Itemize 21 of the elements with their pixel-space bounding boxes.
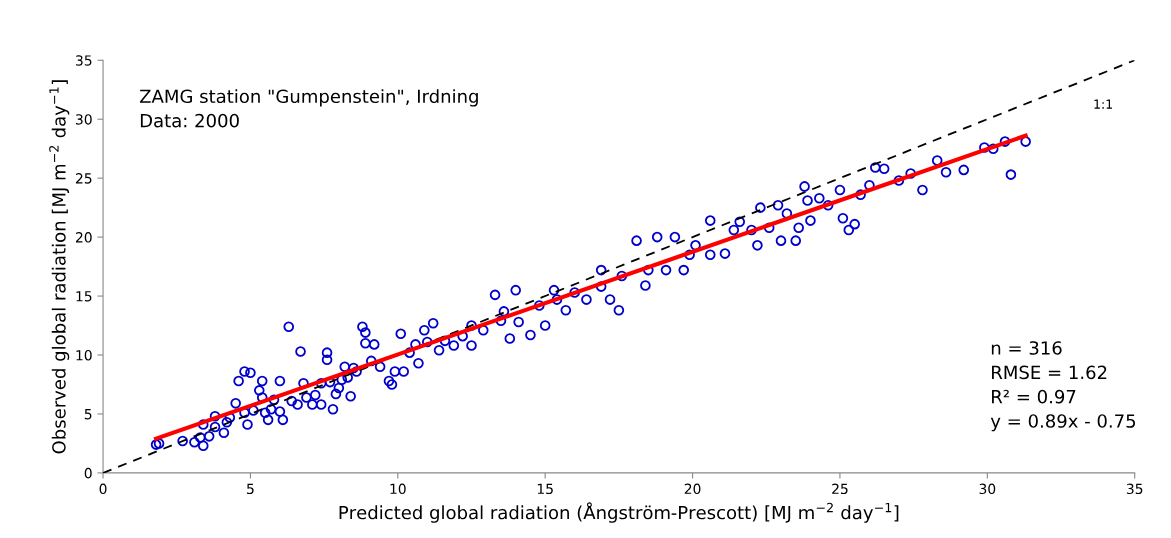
series-label: 1:1 <box>1094 99 1112 109</box>
x-tick-label: 20 <box>684 483 701 495</box>
y-tick-label: 25 <box>75 173 92 184</box>
x-tick-label: 5 <box>247 483 254 495</box>
x-tick-label: 30 <box>979 483 996 495</box>
x-tick-label: 10 <box>390 483 406 495</box>
y-axis-title: Observed global radiation [MJ m$^{−2}$ day$^{−1}$] <box>49 80 70 454</box>
y-tick-label: 10 <box>76 349 92 361</box>
y-tick-label: 5 <box>84 409 92 420</box>
y-tick-label: 15 <box>76 291 92 302</box>
x-tick-label: 35 <box>1126 483 1143 495</box>
annotation: n = 316 RMSE = 1.62 R² = 0.97 y = 0.89x - 0.75 <box>990 341 1136 432</box>
x-axis-title: Predicted global radiation (Ångström-Prescott) [MJ m$^{−2}$ day$^{−1}$] <box>339 502 899 523</box>
y-tick-label: 20 <box>75 232 92 243</box>
x-tick-label: 25 <box>832 483 848 495</box>
y-tick-label: 30 <box>76 114 92 125</box>
x-tick-label: 15 <box>537 483 553 495</box>
y-tick-label: 0 <box>84 467 92 479</box>
annotation: ZAMG station "Gumpenstein", Irdning Data: 2000 <box>139 89 478 128</box>
x-tick-label: 0 <box>99 483 107 495</box>
y-tick-label: 35 <box>76 55 92 66</box>
